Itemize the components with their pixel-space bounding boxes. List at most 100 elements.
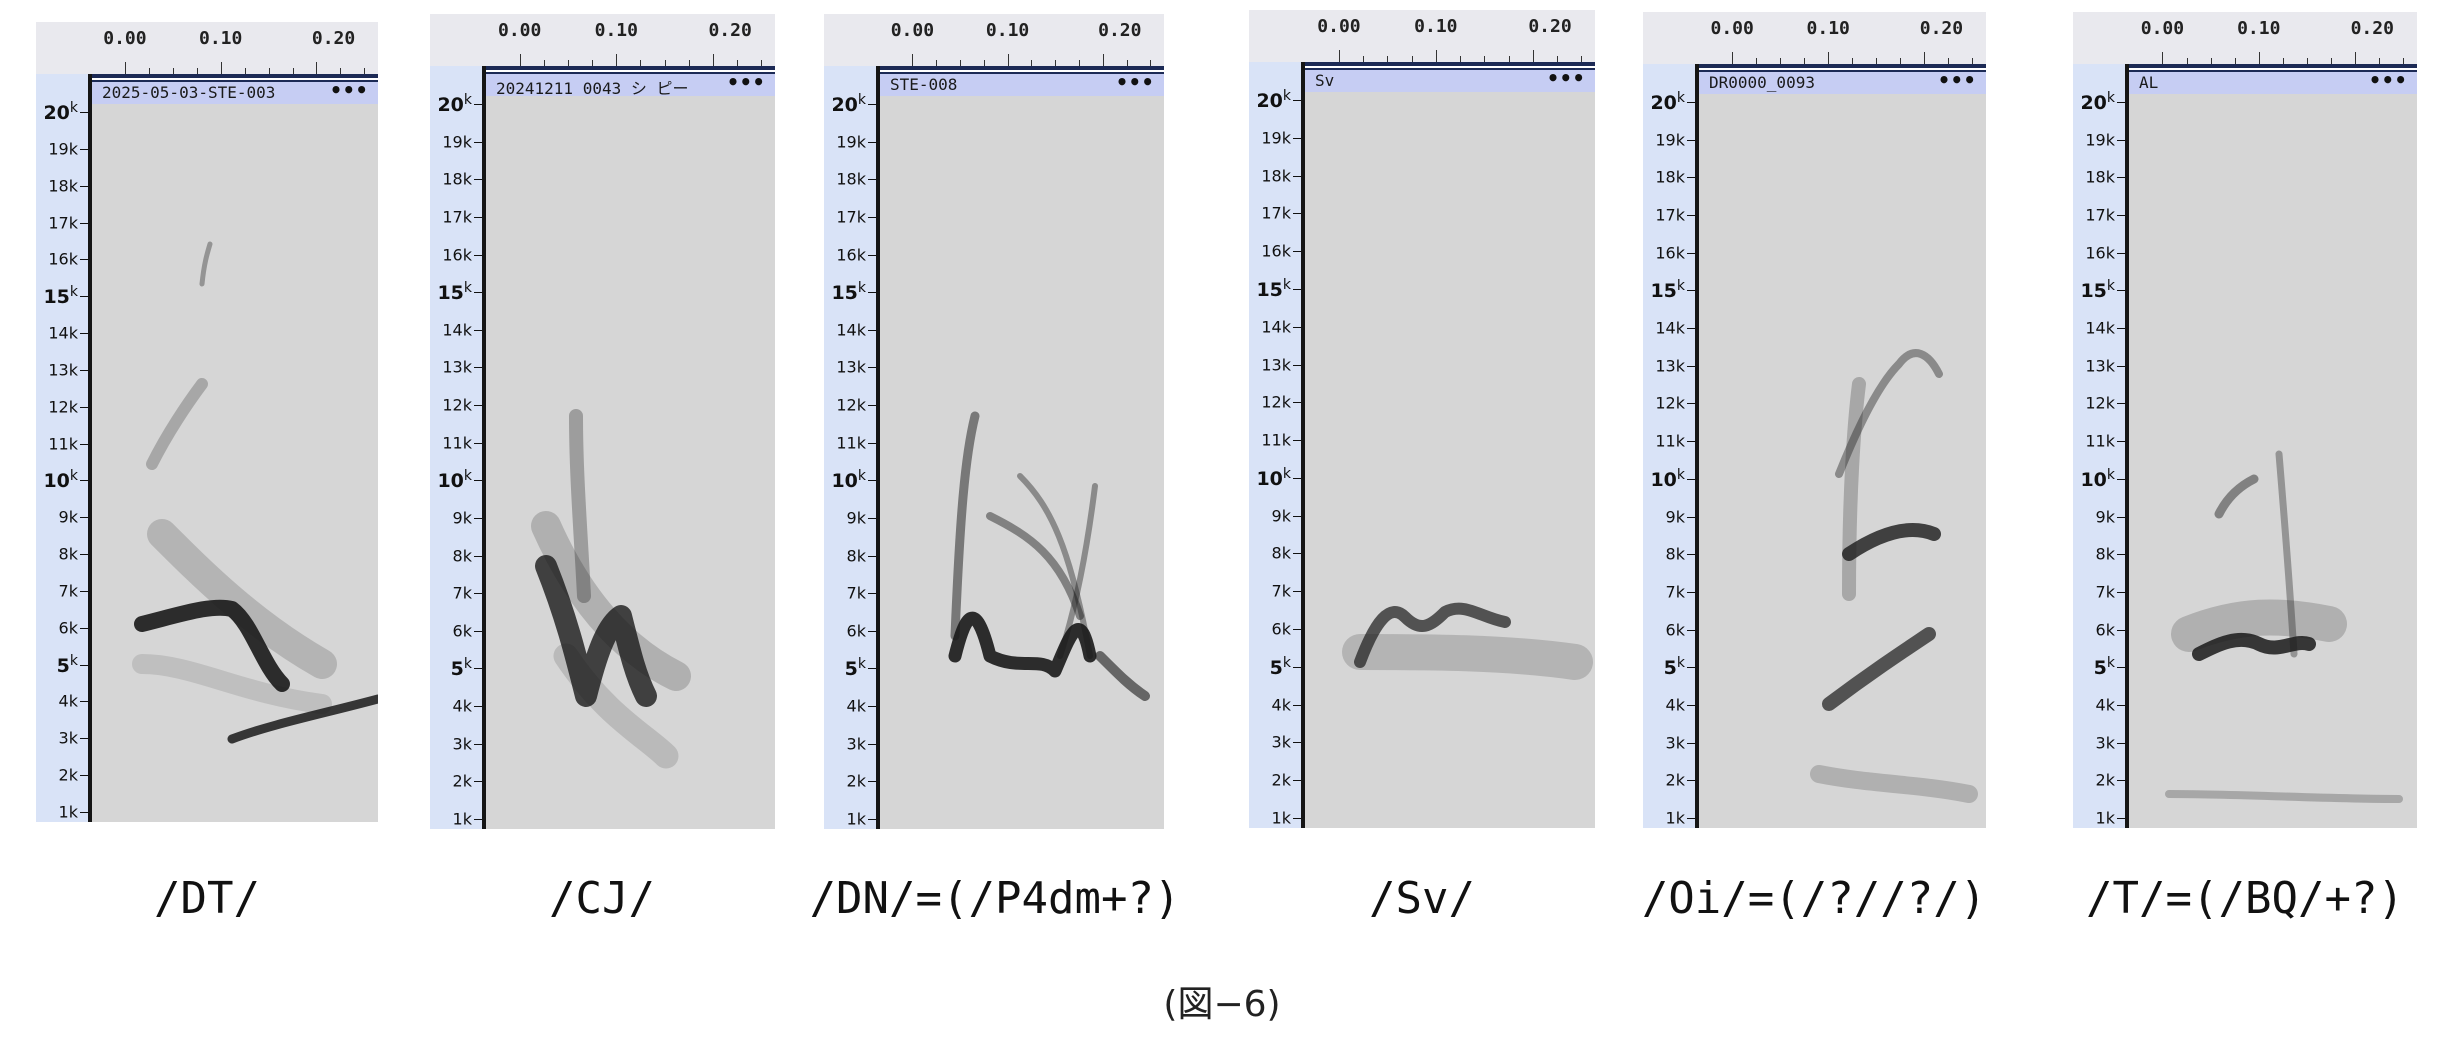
freq-tick-value: 18k [442,169,472,189]
track-header[interactable]: DR0000_0093 ••• [1699,68,1986,96]
freq-tick-value: 6k [2095,620,2115,640]
freq-tick-mark [1687,780,1695,782]
frequency-ruler[interactable]: 20k 19k 18k 17k 16k 15k 14k 13k 12k 11k 10k 9k 8k 7k 6… [36,74,92,822]
freq-tick-label: 15k [2080,278,2115,302]
freq-tick-mark [80,148,88,150]
freq-tick-label: 17k [442,207,472,226]
time-tick-mark [912,54,914,66]
frequency-ruler[interactable]: 20k 19k 18k 17k 16k 15k 14k 13k 12k 11k 10k 9k 8k 7k 6… [824,66,880,829]
freq-tick-mark [1293,591,1301,593]
freq-tick-unit: k [69,468,78,485]
freq-tick-mark [474,480,482,482]
freq-tick-mark [2117,252,2125,254]
freq-tick-label: 17k [1261,204,1291,223]
freq-tick-label: 11k [442,433,472,452]
time-tick-mark [936,60,938,66]
time-ruler[interactable]: 0.00 0.10 0.20 [2073,12,2417,68]
freq-tick-label: 1k [59,803,78,822]
freq-tick-unit: k [2106,655,2115,672]
spectrogram-view[interactable] [486,96,775,829]
freq-tick-mark [2117,516,2125,518]
freq-tick-label: 4k [847,697,866,716]
spectrogram-view[interactable] [2129,94,2417,828]
freq-tick-mark [80,222,88,224]
freq-tick-value: 15 [1650,280,1677,303]
spectrogram-trace [553,643,679,769]
freq-tick-mark [474,367,482,369]
spectrogram-view[interactable] [880,96,1164,829]
freq-tick-label: 13k [1261,355,1291,374]
time-ruler[interactable]: 0.00 0.10 0.20 [1643,12,1986,68]
track-header[interactable]: 2025-05-03-STE-003 ••• [92,78,378,106]
freq-tick-label: 3k [1272,733,1291,752]
freq-tick-mark [1293,666,1301,668]
track-menu-icon[interactable]: ••• [1115,70,1154,94]
track-header[interactable]: 20241211 0043 シ ピー ••• [486,70,775,98]
freq-tick-value: 5 [1269,656,1283,679]
time-tick-mark [1102,54,1104,66]
freq-tick-label: 4k [1272,695,1291,714]
freq-tick-value: 3k [1271,732,1291,752]
spectrogram-panel-5: 0.00 0.10 0.20 20k 19k 18k 17k 16k 15k 14k 13k 12k… [1643,12,1986,828]
track-header[interactable]: AL ••• [2129,68,2417,96]
track-header[interactable]: Sv ••• [1305,66,1595,94]
track-menu-icon[interactable]: ••• [1937,68,1976,92]
freq-tick-unit: k [1282,276,1291,293]
track-menu-icon[interactable]: ••• [1546,66,1585,90]
freq-tick-mark [474,668,482,670]
track-menu-icon[interactable]: ••• [726,70,765,94]
freq-tick-unit: k [1282,465,1291,482]
figure-caption: (図−6) [1163,984,1281,1025]
frequency-ruler[interactable]: 20k 19k 18k 17k 16k 15k 14k 13k 12k 11k 10k 9k 8k 7k 6… [1643,64,1699,828]
freq-tick-mark [2117,554,2125,556]
freq-tick-mark [474,706,482,708]
time-ruler[interactable]: 0.00 0.10 0.20 [1249,10,1595,66]
freq-tick-value: 7k [1665,582,1685,602]
time-tick-label: 0.20 [1098,20,1142,41]
spectrogram-view[interactable] [1699,94,1986,828]
spectrogram-view[interactable] [92,104,378,822]
track-menu-icon[interactable]: ••• [329,78,368,102]
freq-tick-mark [80,554,88,556]
time-tick-mark [1900,58,1902,64]
freq-tick-value: 15 [2080,280,2107,303]
freq-tick-label: 7k [2096,582,2115,601]
time-ruler[interactable]: 0.00 0.10 0.20 [824,14,1164,70]
freq-tick-value: 10 [1256,468,1283,491]
time-tick-mark [1852,58,1854,64]
track-menu-icon[interactable]: ••• [2368,68,2407,92]
freq-tick-value: 19k [1261,128,1291,148]
spectrogram-image [531,409,691,769]
time-tick-mark [2379,58,2381,64]
freq-tick-mark [1293,100,1301,101]
freq-tick-label: 9k [1666,507,1685,526]
frequency-ruler[interactable]: 20k 19k 18k 17k 16k 15k 14k 13k 12k 11k 10k 9k 8k 7k 6… [1249,62,1305,828]
freq-tick-label: 5k [57,652,78,676]
freq-tick-mark [80,333,88,335]
freq-tick-value: 3k [2095,733,2115,753]
freq-tick-label: 11k [1655,432,1685,451]
time-ruler[interactable]: 0.00 0.10 0.20 [36,22,378,78]
freq-tick-value: 2k [846,771,866,791]
spectrogram-panel-4: 0.00 0.10 0.20 20k 19k 18k 17k 16k 15k 14k 13k 12k… [1249,10,1595,828]
spectrogram-view[interactable] [1305,92,1595,828]
frequency-ruler[interactable]: 20k 19k 18k 17k 16k 15k 14k 13k 12k 11k 10k 9k 8k 7k 6… [2073,64,2129,828]
freq-tick-value: 8k [58,544,78,564]
freq-tick-value: 6k [846,621,866,641]
freq-tick-mark [1687,441,1695,443]
spectrogram-trace [2275,450,2298,658]
time-tick-mark [688,60,690,66]
freq-tick-value: 8k [2095,544,2115,564]
freq-tick-label: 2k [1666,771,1685,790]
freq-tick-mark [1687,177,1695,179]
time-tick-mark [664,60,666,66]
freq-tick-label: 2k [453,772,472,791]
time-tick-mark [2210,58,2212,64]
freq-tick-mark [80,517,88,519]
frequency-ruler[interactable]: 20k 19k 18k 17k 16k 15k 14k 13k 12k 11k 10k 9k 8k 7k 6… [430,66,486,829]
freq-tick-label: 4k [453,697,472,716]
freq-tick-value: 11k [442,433,472,453]
track-header[interactable]: STE-008 ••• [880,70,1164,98]
time-ruler[interactable]: 0.00 0.10 0.20 [430,14,775,70]
freq-tick-mark [2117,328,2125,330]
